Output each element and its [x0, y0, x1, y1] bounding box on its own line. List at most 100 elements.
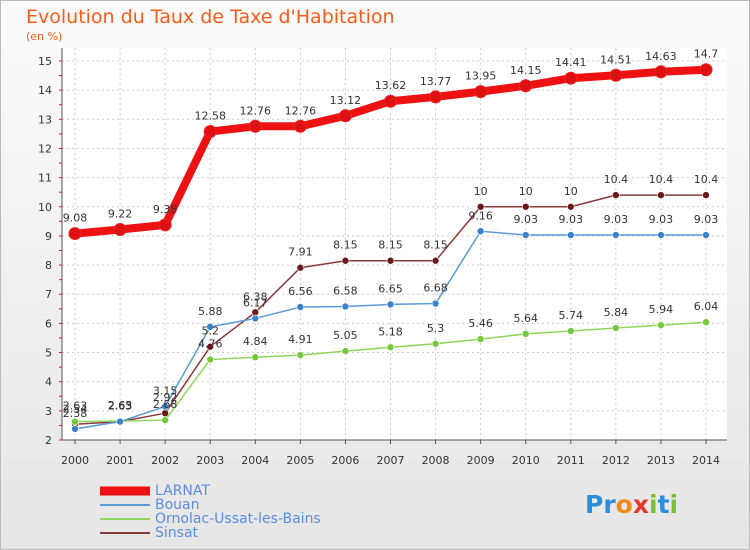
x-tick-label: 2013	[647, 454, 675, 467]
data-label-Bouan: 6.68	[423, 282, 448, 295]
series-point-Bouan	[251, 314, 260, 323]
legend: LARNAT Bouan Ornolac-Ussat-les-Bains Sinsat	[100, 484, 321, 540]
y-tick-label: 8	[45, 259, 52, 272]
data-label-Ornolac-Ussat-les-Bains: 5.64	[513, 312, 538, 325]
data-label-LARNAT: 13.12	[330, 94, 362, 107]
axis-layer: 2 3 4 5 6 7 8 9 10 11 12 13 14 15 2000 2001 2002 2003 2004…	[38, 48, 727, 467]
series-point-Bouan	[431, 299, 440, 308]
series-point-Bouan	[386, 300, 395, 309]
series-point-Ornolac-Ussat-les-Bains	[476, 335, 485, 343]
series-point-Sinsat	[702, 191, 710, 199]
legend-label: Sinsat	[155, 525, 199, 541]
series-point-LARNAT	[293, 119, 307, 133]
data-label-LARNAT: 12.76	[285, 104, 317, 117]
x-tick-label: 2012	[602, 454, 630, 467]
data-label-LARNAT: 13.77	[420, 75, 452, 88]
chart-title: Evolution du Taux de Taxe d'Habitation	[26, 6, 395, 28]
y-tick-label: 14	[38, 84, 52, 97]
data-label-Ornolac-Ussat-les-Bains: 5.94	[649, 303, 674, 316]
data-label-Ornolac-Ussat-les-Bains: 2.65	[108, 399, 133, 412]
series-point-Bouan	[296, 303, 305, 311]
data-label-Bouan: 2.38	[63, 407, 88, 420]
series-point-Bouan	[521, 231, 530, 239]
legend-item: Ornolac-Ussat-les-Bains	[100, 512, 321, 526]
logo-letter: P	[585, 490, 604, 519]
series-point-Sinsat	[431, 256, 440, 265]
data-label-LARNAT: 9.38	[153, 203, 178, 216]
y-tick-label: 9	[45, 230, 52, 243]
x-tick-label: 2014	[692, 454, 720, 467]
data-label-Ornolac-Ussat-les-Bains: 2.68	[153, 398, 178, 411]
x-tick-label: 2009	[467, 454, 495, 467]
series-layer	[68, 63, 713, 433]
data-label-Ornolac-Ussat-les-Bains: 5.3	[427, 322, 445, 335]
series-point-LARNAT	[158, 218, 172, 232]
data-label-Ornolac-Ussat-les-Bains: 2.63	[63, 400, 88, 413]
data-label-Bouan: 5.88	[198, 305, 223, 318]
legend-item: LARNAT	[100, 484, 321, 498]
data-label-Bouan: 9.03	[694, 213, 719, 226]
data-label-Bouan: 9.03	[604, 213, 629, 226]
data-label-Sinsat: 2.92	[153, 391, 178, 404]
legend-label: Bouan	[155, 497, 200, 513]
series-point-Sinsat	[657, 191, 665, 199]
data-label-LARNAT: 14.63	[645, 50, 677, 63]
legend-swatch	[100, 532, 150, 534]
x-tick-label: 2003	[196, 454, 224, 467]
data-label-Bouan: 6.17	[243, 296, 268, 309]
series-point-LARNAT	[248, 119, 262, 133]
legend-item: Sinsat	[100, 526, 321, 540]
data-label-Ornolac-Ussat-les-Bains: 5.18	[378, 325, 403, 338]
data-label-Sinsat: 10.4	[604, 173, 629, 186]
data-label-Bouan: 3.15	[153, 384, 178, 397]
series-point-LARNAT	[519, 79, 533, 93]
series-point-LARNAT	[338, 109, 352, 123]
series-point-Ornolac-Ussat-les-Bains	[341, 347, 350, 355]
data-label-Sinsat: 10.4	[649, 173, 674, 186]
series-point-Bouan	[612, 231, 620, 239]
series-point-Bouan	[657, 231, 665, 239]
data-label-Ornolac-Ussat-les-Bains: 6.04	[694, 300, 719, 313]
series-point-Sinsat	[521, 202, 530, 211]
y-tick-label: 2	[45, 434, 52, 447]
data-label-Ornolac-Ussat-les-Bains: 5.74	[559, 309, 584, 322]
data-label-Sinsat: 5.2	[201, 325, 219, 338]
series-point-Ornolac-Ussat-les-Bains	[566, 327, 575, 335]
series-point-Ornolac-Ussat-les-Bains	[612, 324, 620, 332]
data-label-Bouan: 9.03	[513, 213, 538, 226]
y-tick-label: 15	[38, 55, 52, 68]
legend-swatch	[100, 518, 150, 520]
series-point-Sinsat	[476, 202, 485, 211]
data-label-Bouan: 6.56	[288, 285, 313, 298]
y-tick-label: 13	[38, 113, 52, 126]
series-point-LARNAT	[564, 71, 578, 85]
data-label-Sinsat: 8.15	[378, 239, 403, 252]
series-point-LARNAT	[203, 125, 217, 139]
data-label-Sinsat: 10	[564, 185, 578, 198]
data-label-Sinsat: 8.15	[333, 239, 358, 252]
legend-label: Ornolac-Ussat-les-Bains	[155, 511, 321, 527]
series-point-Bouan	[341, 302, 350, 311]
series-point-Bouan	[702, 231, 710, 239]
logo-letter: i	[669, 490, 679, 519]
data-label-Bouan: 6.58	[333, 284, 358, 297]
logo-letter: i	[649, 490, 658, 519]
data-label-Sinsat: 2.54	[63, 402, 88, 415]
series-point-LARNAT	[384, 94, 397, 108]
data-label-Sinsat: 2.63	[108, 400, 133, 413]
y-tick-label: 5	[45, 347, 52, 360]
series-point-Ornolac-Ussat-les-Bains	[431, 339, 440, 348]
y-tick-label: 6	[45, 317, 52, 330]
data-label-LARNAT: 12.58	[194, 110, 226, 123]
data-label-LARNAT: 13.62	[375, 79, 407, 92]
series-point-Sinsat	[386, 256, 395, 265]
series-point-Ornolac-Ussat-les-Bains	[206, 355, 215, 364]
series-point-Ornolac-Ussat-les-Bains	[161, 416, 169, 424]
data-label-LARNAT: 12.76	[240, 104, 272, 117]
series-point-Sinsat	[206, 342, 215, 351]
y-tick-label: 12	[38, 142, 52, 155]
data-label-Bouan: 9.03	[649, 213, 674, 226]
data-label-Ornolac-Ussat-les-Bains: 4.84	[243, 335, 268, 348]
x-tick-label: 2002	[151, 454, 179, 467]
